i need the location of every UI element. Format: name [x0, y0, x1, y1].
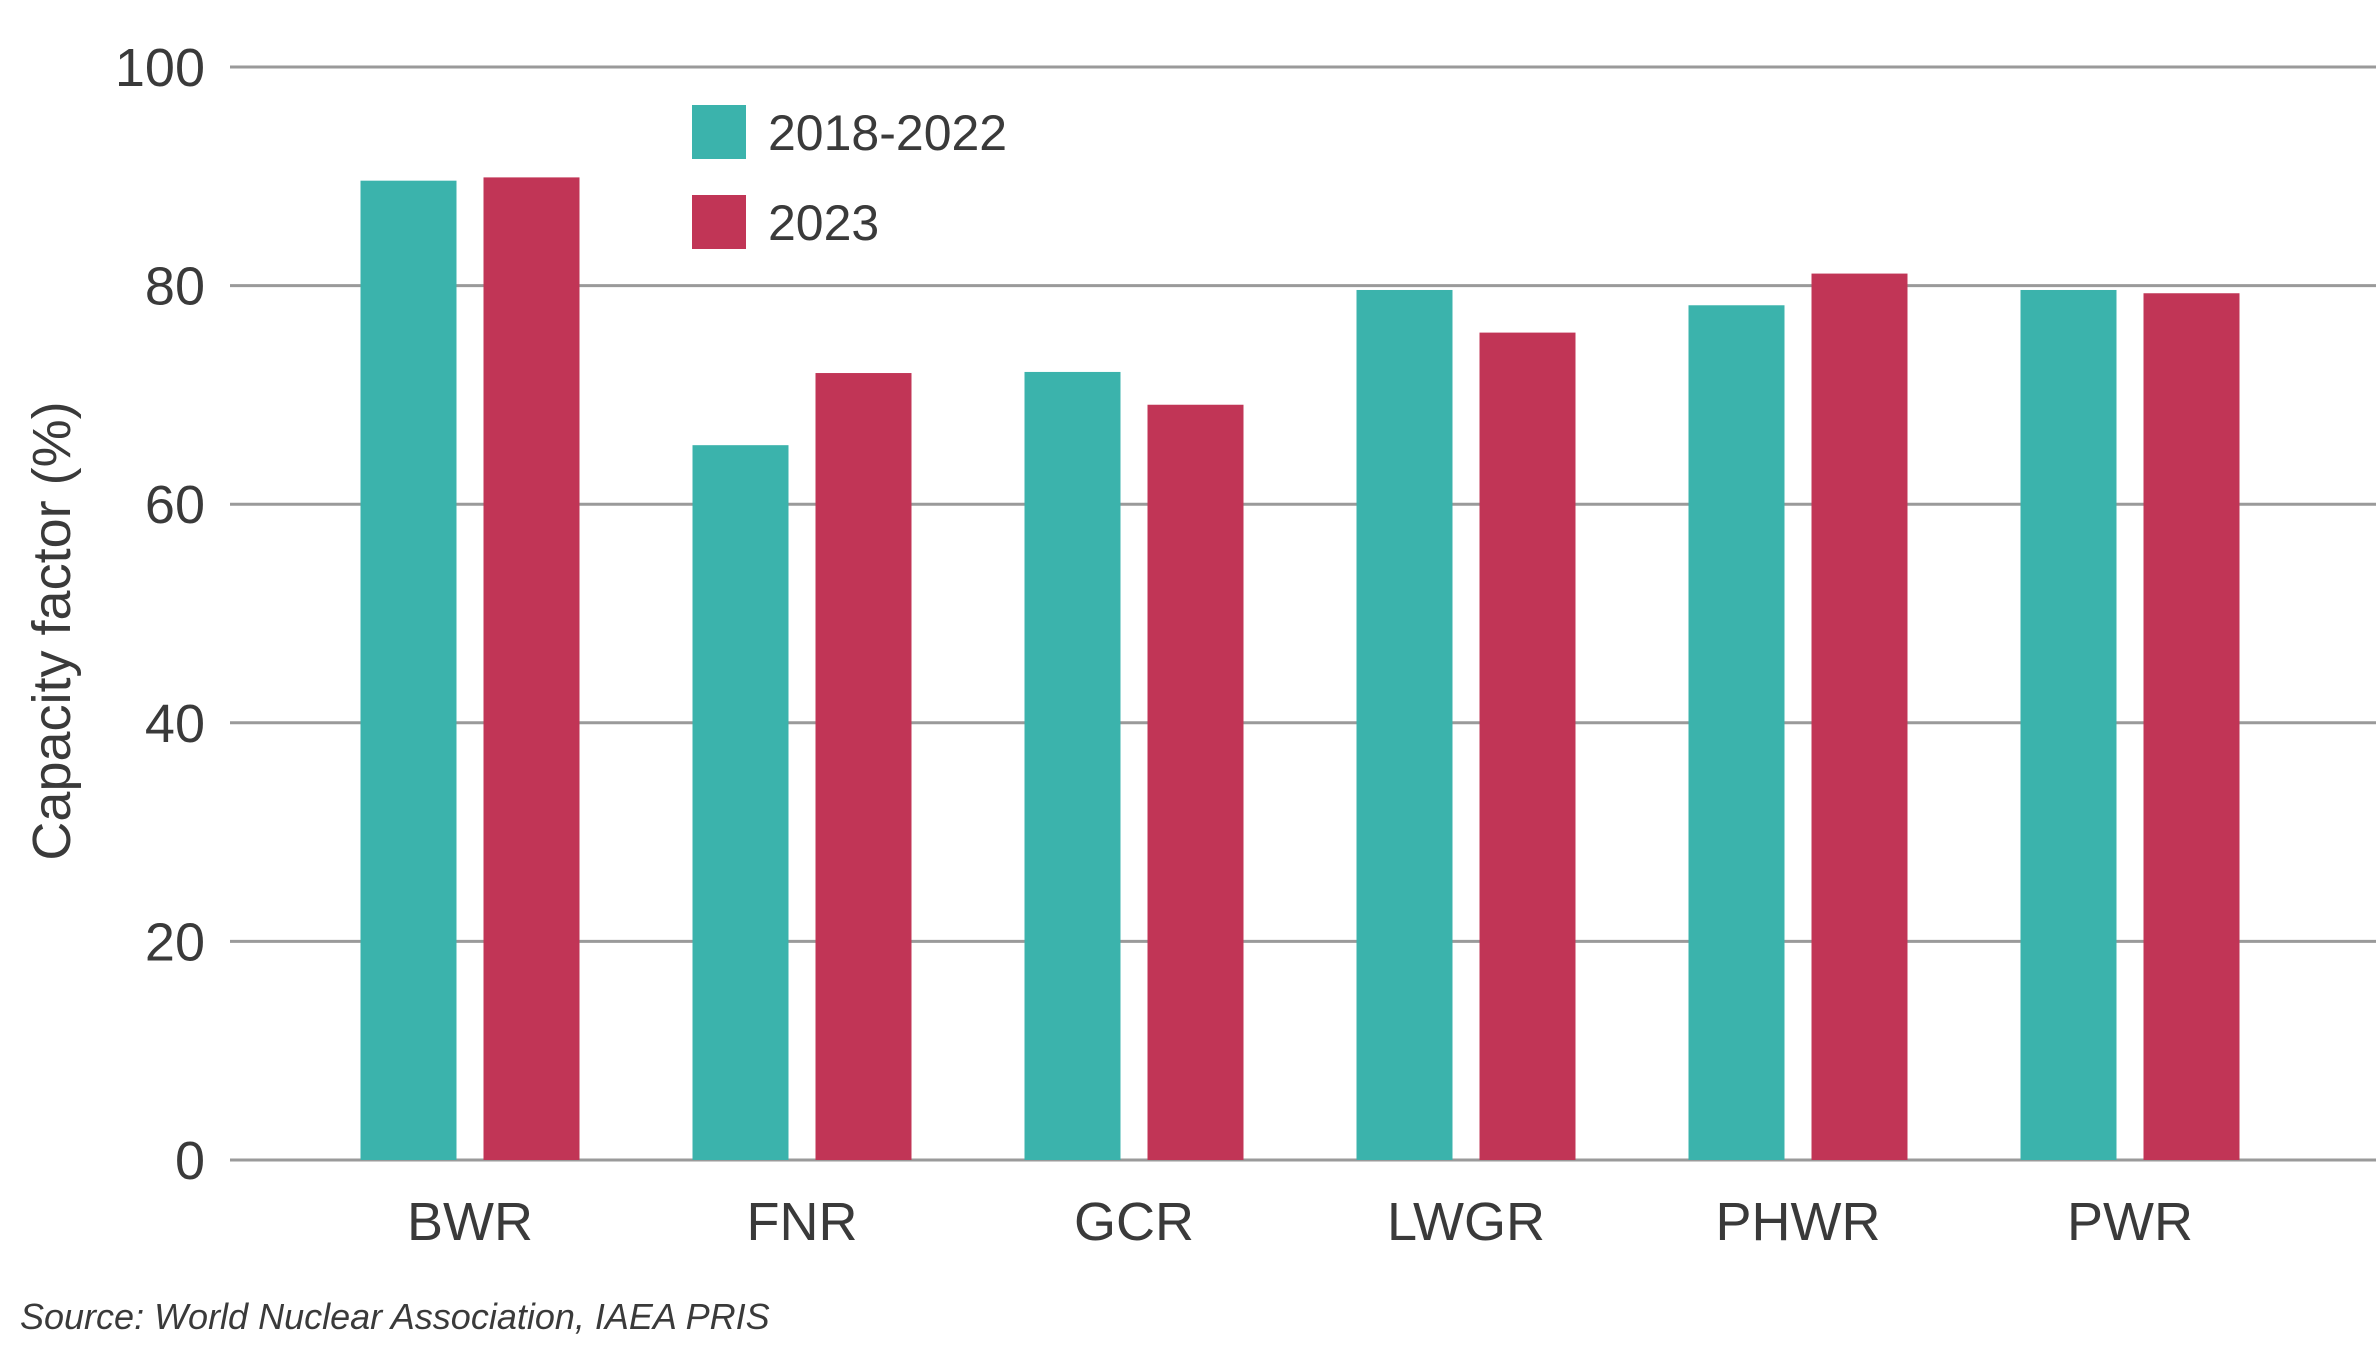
- y-tick-label-40: 40: [145, 694, 205, 754]
- bar-pwr-2023: [2143, 293, 2240, 1161]
- bar-gcr-2023: [1147, 404, 1244, 1160]
- gridlines: [230, 65, 2376, 1162]
- bar-fnr-2023: [815, 373, 912, 1160]
- bar-bwr-2018-2022: [360, 180, 457, 1160]
- bar-phwr-2023: [1811, 273, 1908, 1160]
- bar-gcr-2018-2022: [1024, 371, 1121, 1160]
- y-tick-label-100: 100: [115, 38, 205, 98]
- y-tick-label-0: 0: [175, 1131, 205, 1191]
- y-tick-label-80: 80: [145, 257, 205, 317]
- y-tick-label-20: 20: [145, 912, 205, 972]
- x-tick-label-phwr: PHWR: [1716, 1192, 1881, 1252]
- y-tick-label-60: 60: [145, 475, 205, 535]
- legend-label-2023: 2023: [768, 195, 879, 251]
- legend: 2018-2022 2023: [692, 105, 1007, 251]
- legend-label-2018-2022: 2018-2022: [768, 105, 1007, 161]
- bar-fnr-2018-2022: [692, 445, 789, 1161]
- legend-swatch-2018-2022: [692, 105, 746, 159]
- x-tick-label-fnr: FNR: [747, 1192, 858, 1252]
- bar-pwr-2018-2022: [2020, 289, 2117, 1160]
- source-note: Source: World Nuclear Association, IAEA …: [20, 1296, 770, 1337]
- y-axis-title: Capacity factor (%): [22, 401, 82, 860]
- bar-bwr-2023: [483, 177, 580, 1160]
- x-tick-label-gcr: GCR: [1074, 1192, 1194, 1252]
- x-tick-label-bwr: BWR: [407, 1192, 533, 1252]
- bar-lwgr-2018-2022: [1356, 289, 1453, 1160]
- x-tick-label-lwgr: LWGR: [1387, 1192, 1545, 1252]
- legend-swatch-2023: [692, 195, 746, 249]
- x-tick-labels: BWR FNR GCR LWGR PHWR PWR: [407, 1192, 2193, 1252]
- bar-phwr-2018-2022: [1688, 305, 1785, 1160]
- bar-lwgr-2023: [1479, 332, 1576, 1160]
- x-tick-label-pwr: PWR: [2067, 1192, 2193, 1252]
- bars: [360, 177, 2240, 1161]
- y-tick-labels: 0 20 40 60 80 100: [115, 38, 205, 1191]
